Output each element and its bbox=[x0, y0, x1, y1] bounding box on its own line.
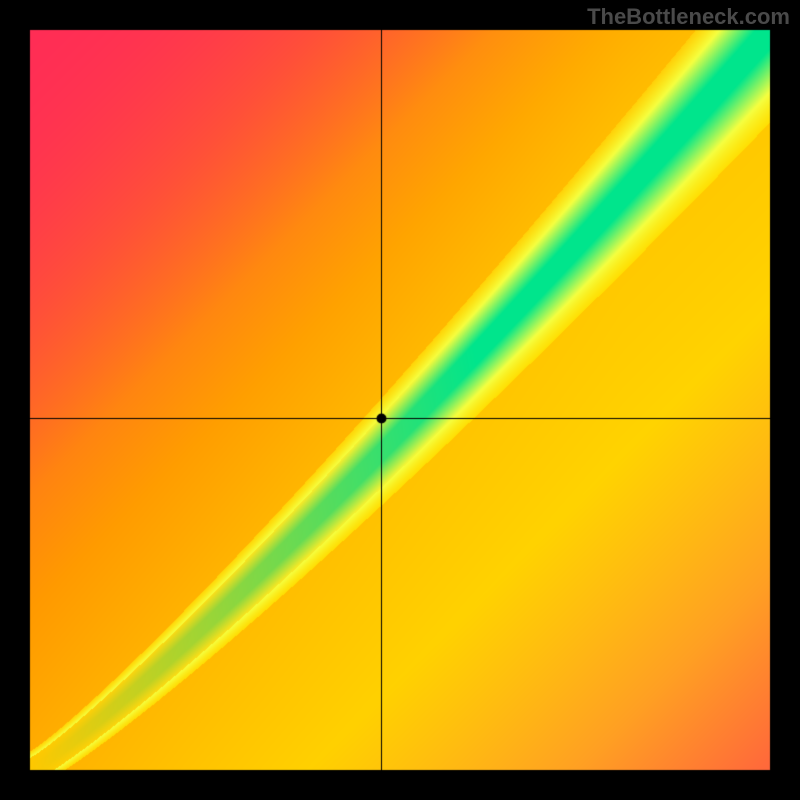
watermark-text: TheBottleneck.com bbox=[587, 4, 790, 30]
heatmap-canvas bbox=[0, 0, 800, 800]
